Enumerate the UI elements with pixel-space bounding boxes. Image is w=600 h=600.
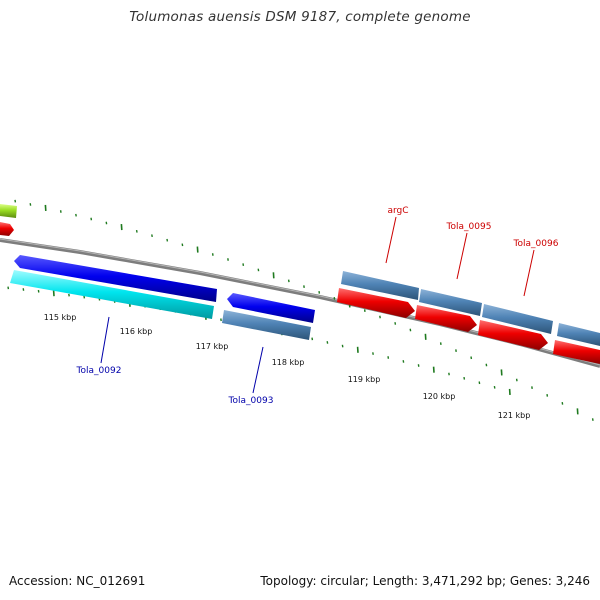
leader-tola-0096 xyxy=(523,249,535,297)
label-tola-0095: Tola_0095 xyxy=(446,222,492,232)
genome-backbone xyxy=(0,238,600,368)
label-tola-0093: Tola_0093 xyxy=(228,396,274,406)
leader-tola-0095 xyxy=(456,232,468,280)
gene-red-forward-2 xyxy=(415,305,477,332)
gene-red-forward-partial xyxy=(553,340,600,364)
scale-label-118: 118 kbp xyxy=(272,358,305,367)
label-tola-0092: Tola_0092 xyxy=(76,366,122,376)
gene-partial-green xyxy=(0,204,17,218)
topology-text: Topology: circular; Length: 3,471,292 bp… xyxy=(260,574,590,588)
gene-tola-0096 xyxy=(482,304,553,334)
gene-blue-reverse-2 xyxy=(227,293,315,323)
accession-text: Accession: NC_012691 xyxy=(9,574,146,588)
leader-tola-0093 xyxy=(252,346,264,394)
scale-label-119: 119 kbp xyxy=(348,375,381,384)
scale-label-121: 121 kbp xyxy=(498,411,531,420)
leader-tola-0092 xyxy=(100,316,110,364)
map-title: Tolumonas auensis DSM 9187, complete gen… xyxy=(129,9,471,25)
outer-tick-ring xyxy=(14,199,594,421)
label-argc: argC xyxy=(387,206,408,216)
label-tola-0096: Tola_0096 xyxy=(513,239,559,249)
gene-blue-reverse-1 xyxy=(14,255,217,302)
scale-label-117: 117 kbp xyxy=(196,342,229,351)
gene-tola-0092 xyxy=(10,270,214,319)
gene-tola-0095 xyxy=(419,289,482,316)
gene-tola-0093 xyxy=(222,310,311,340)
gene-red-forward-3 xyxy=(478,320,548,350)
scale-label-116: 116 kbp xyxy=(120,327,153,336)
scale-label-120: 120 kbp xyxy=(423,392,456,401)
gene-red-forward-1 xyxy=(337,288,415,318)
gene-partial-red xyxy=(0,222,14,236)
gene-argc xyxy=(341,271,419,300)
gene-steel-partial xyxy=(557,323,600,346)
leader-argc xyxy=(385,216,397,264)
scale-label-115: 115 kbp xyxy=(44,313,77,322)
